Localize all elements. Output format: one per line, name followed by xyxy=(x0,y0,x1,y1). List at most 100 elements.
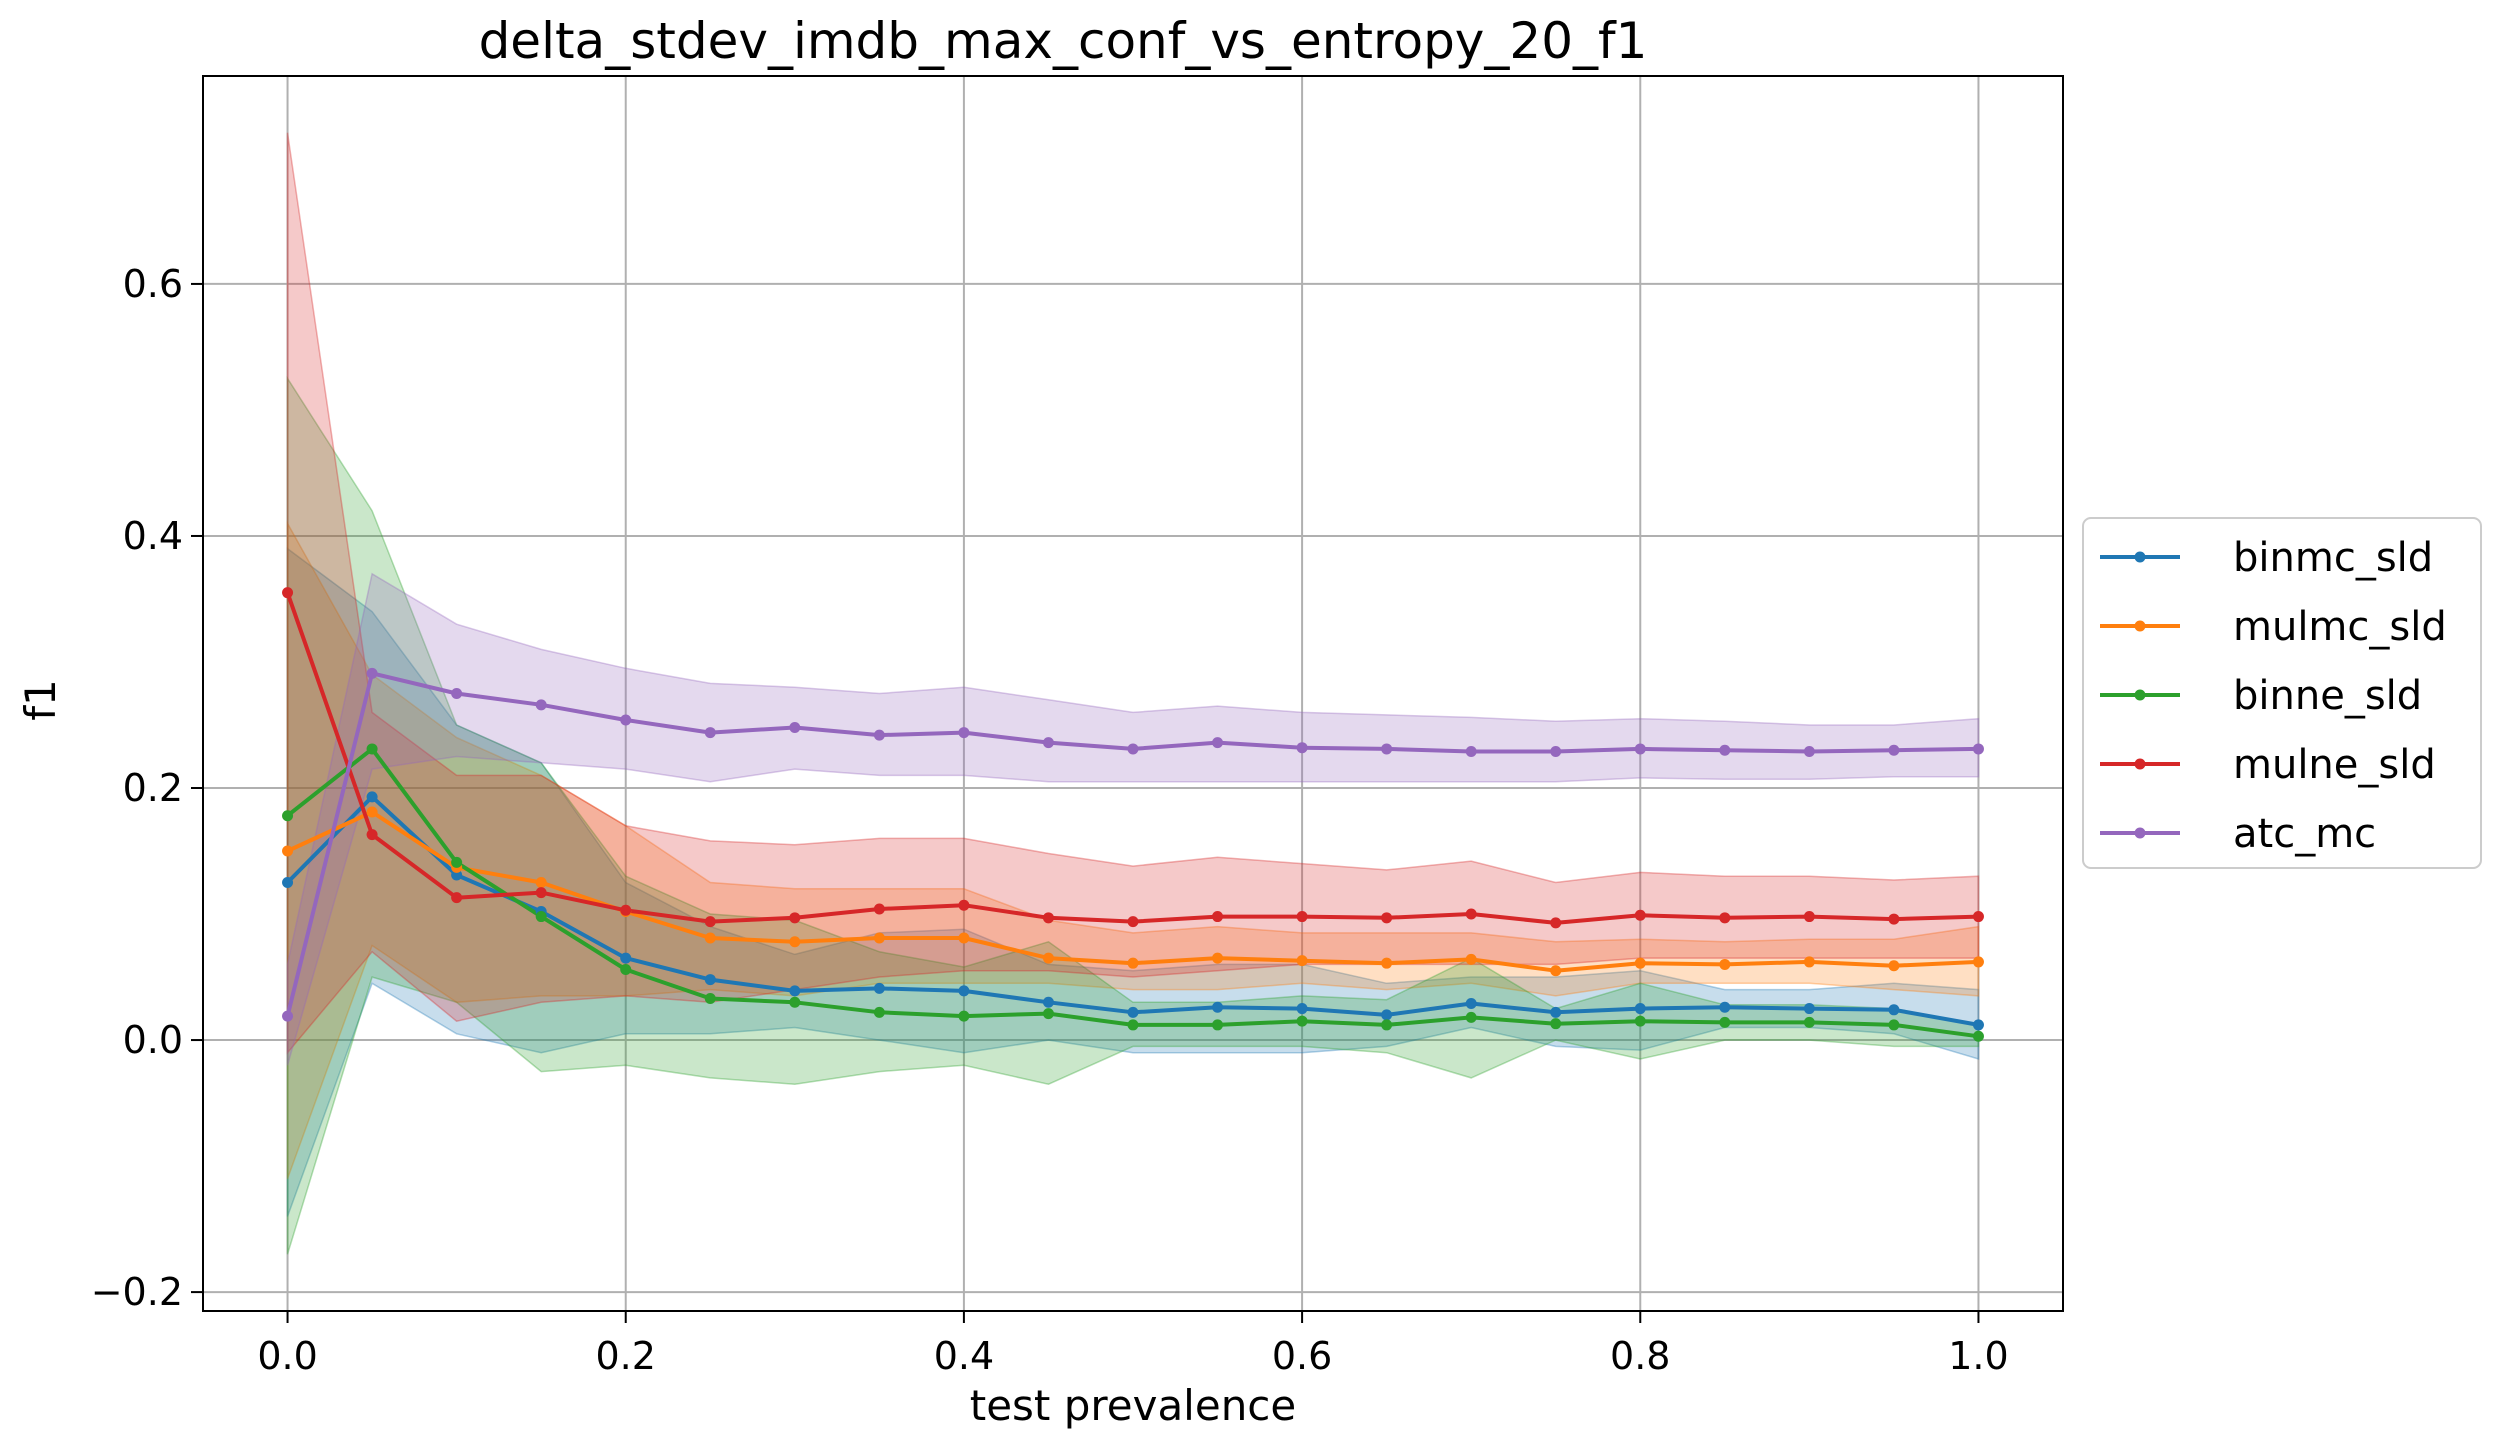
point-binmc_sld xyxy=(789,985,801,997)
point-atc_mc xyxy=(1972,743,1984,755)
point-mulmc_sld xyxy=(366,806,378,818)
point-atc_mc xyxy=(958,727,970,739)
point-mulne_sld xyxy=(366,829,378,841)
point-mulmc_sld xyxy=(1888,960,1900,972)
point-binmc_sld xyxy=(620,952,632,964)
y-axis-label: f1 xyxy=(16,679,65,721)
point-atc_mc xyxy=(282,1010,294,1022)
point-binmc_sld xyxy=(282,877,294,889)
legend-label-binne_sld: binne_sld xyxy=(2233,673,2422,719)
point-binne_sld xyxy=(1042,1008,1054,1020)
point-mulne_sld xyxy=(1972,911,1984,923)
chart-title: delta_stdev_imdb_max_conf_vs_entropy_20_… xyxy=(479,12,1648,70)
point-atc_mc xyxy=(1042,737,1054,749)
x-tick-label: 0.0 xyxy=(257,1334,317,1378)
point-mulmc_sld xyxy=(1803,956,1815,968)
point-mulmc_sld xyxy=(704,932,716,944)
legend-marker-mulmc_sld xyxy=(2134,620,2146,632)
point-binne_sld xyxy=(1465,1011,1477,1023)
point-binne_sld xyxy=(366,743,378,755)
point-binmc_sld xyxy=(1550,1006,1562,1018)
point-atc_mc xyxy=(1127,743,1139,755)
point-binmc_sld xyxy=(1972,1019,1984,1031)
point-atc_mc xyxy=(1212,737,1224,749)
point-mulne_sld xyxy=(958,899,970,911)
legend-label-binmc_sld: binmc_sld xyxy=(2233,535,2433,581)
point-binmc_sld xyxy=(1888,1004,1900,1016)
legend: binmc_sld mulmc_sld binne_sld mulne_sld atc_… xyxy=(2082,517,2482,869)
point-mulmc_sld xyxy=(1042,952,1054,964)
legend-label-mulmc_sld: mulmc_sld xyxy=(2233,604,2447,650)
point-mulne_sld xyxy=(535,887,547,899)
legend-marker-atc_mc xyxy=(2134,827,2146,839)
point-mulne_sld xyxy=(704,916,716,928)
point-mulmc_sld xyxy=(1212,952,1224,964)
point-binmc_sld xyxy=(1381,1009,1393,1021)
point-mulne_sld xyxy=(1634,909,1646,921)
point-binne_sld xyxy=(620,963,632,975)
point-mulne_sld xyxy=(1212,911,1224,923)
point-binne_sld xyxy=(789,996,801,1008)
legend-marker-mulne_sld xyxy=(2134,758,2146,770)
point-binne_sld xyxy=(1634,1015,1646,1027)
point-binne_sld xyxy=(282,810,294,822)
point-mulne_sld xyxy=(620,904,632,916)
legend-label-mulne_sld: mulne_sld xyxy=(2233,742,2436,788)
point-mulne_sld xyxy=(1888,913,1900,925)
point-binmc_sld xyxy=(873,982,885,994)
point-binne_sld xyxy=(451,856,463,868)
x-axis-label: test prevalence xyxy=(970,1381,1297,1430)
point-binmc_sld xyxy=(1296,1003,1308,1015)
point-mulne_sld xyxy=(1719,912,1731,924)
point-binmc_sld xyxy=(704,974,716,986)
point-mulne_sld xyxy=(873,903,885,915)
point-mulmc_sld xyxy=(1972,956,1984,968)
x-tick-label: 1.0 xyxy=(1948,1334,2008,1378)
point-binne_sld xyxy=(1888,1019,1900,1031)
point-binne_sld xyxy=(1719,1016,1731,1028)
point-binne_sld xyxy=(1127,1019,1139,1031)
point-binne_sld xyxy=(873,1006,885,1018)
point-binmc_sld xyxy=(1465,998,1477,1010)
point-mulmc_sld xyxy=(873,932,885,944)
point-mulmc_sld xyxy=(1296,955,1308,967)
point-binne_sld xyxy=(1803,1016,1815,1028)
point-binne_sld xyxy=(1212,1019,1224,1031)
band-atc_mc xyxy=(286,572,1980,1066)
y-tick-label: 0.2 xyxy=(123,766,183,810)
x-tick-label: 0.4 xyxy=(934,1334,994,1378)
plot-area xyxy=(202,75,2064,1312)
point-mulne_sld xyxy=(1550,917,1562,929)
y-tick-label: −0.2 xyxy=(91,1270,183,1314)
point-binmc_sld xyxy=(451,869,463,881)
point-atc_mc xyxy=(1465,745,1477,757)
y-axis-ticks: −0.2 0.0 0.2 0.4 0.6 xyxy=(91,262,203,1314)
y-tick-label: 0.0 xyxy=(123,1018,183,1062)
x-axis-ticks: 0.0 0.2 0.4 0.6 0.8 1.0 xyxy=(257,1311,2009,1378)
point-atc_mc xyxy=(873,729,885,741)
point-binmc_sld xyxy=(1042,996,1054,1008)
point-mulmc_sld xyxy=(1719,958,1731,970)
point-binne_sld xyxy=(1381,1019,1393,1031)
x-tick-label: 0.6 xyxy=(1272,1334,1332,1378)
legend-marker-binmc_sld xyxy=(2134,551,2146,563)
point-mulne_sld xyxy=(1803,911,1815,923)
point-atc_mc xyxy=(1719,744,1731,756)
point-atc_mc xyxy=(535,699,547,711)
legend-marker-binne_sld xyxy=(2134,689,2146,701)
point-atc_mc xyxy=(1381,743,1393,755)
y-tick-label: 0.6 xyxy=(123,262,183,306)
point-atc_mc xyxy=(704,727,716,739)
band-binne_sld xyxy=(286,375,1980,1255)
point-mulmc_sld xyxy=(1381,957,1393,969)
point-mulmc_sld xyxy=(958,932,970,944)
point-binne_sld xyxy=(958,1010,970,1022)
point-binmc_sld xyxy=(366,791,378,803)
point-mulne_sld xyxy=(1381,912,1393,924)
point-atc_mc xyxy=(1803,745,1815,757)
legend-box xyxy=(2082,517,2482,869)
point-binmc_sld xyxy=(1719,1001,1731,1013)
point-binne_sld xyxy=(704,992,716,1004)
point-mulne_sld xyxy=(451,892,463,904)
